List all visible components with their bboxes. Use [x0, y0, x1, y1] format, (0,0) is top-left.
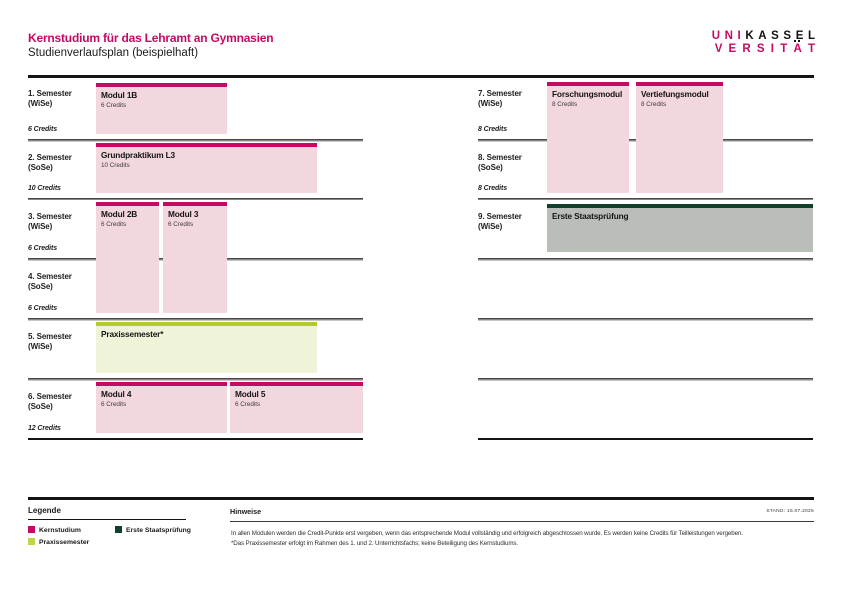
- semester-label-1: 1. Semester (WiSe): [28, 89, 72, 108]
- semester-label-4: 4. Semester (SoSe): [28, 272, 72, 291]
- module-credits: 6 Credits: [235, 400, 261, 408]
- module-color-bar: [547, 204, 813, 208]
- semester-credits-4: 6 Credits: [28, 305, 58, 312]
- semester-credits-1: 6 Credits: [28, 126, 58, 133]
- note-line-2: *Das Praxissemester erfolgt im Rahmen de…: [231, 540, 518, 547]
- module-modul-3: Modul 3 6 Credits: [163, 202, 227, 313]
- module-title: Erste Staatsprüfung: [552, 211, 629, 221]
- module-credits: 6 Credits: [101, 101, 127, 109]
- module-color-bar: [96, 83, 227, 87]
- module-color-bar: [96, 322, 317, 326]
- row-divider: [28, 139, 363, 142]
- logo-line-1: UNIKASSEL: [712, 30, 820, 43]
- row-divider: [28, 378, 363, 381]
- staatspruefung-swatch: [115, 526, 122, 533]
- module-title: Modul 5: [235, 389, 266, 399]
- module-title: Modul 3: [168, 209, 199, 219]
- semester-label-6: 6. Semester (SoSe): [28, 392, 72, 411]
- semester-label-8: 8. Semester (SoSe): [478, 153, 522, 172]
- module-title: Praxissemester*: [101, 329, 164, 339]
- module-color-bar: [96, 382, 227, 386]
- legend-title: Legende: [28, 506, 61, 515]
- semester-credits-8: 8 Credits: [478, 184, 508, 192]
- grid-top-rule: [28, 75, 814, 78]
- module-modul-5: Modul 5 6 Credits: [230, 382, 363, 433]
- page-subtitle: Studienverlaufsplan (beispielhaft): [28, 47, 199, 59]
- semester-credits-6: 12 Credits: [28, 425, 61, 432]
- module-credits: 6 Credits: [168, 220, 194, 228]
- module-title: Modul 2B: [101, 209, 138, 219]
- notes-underline: [230, 520, 814, 522]
- module-credits: 6 Credits: [101, 400, 127, 408]
- row-divider: [28, 318, 363, 321]
- module-color-bar: [163, 202, 227, 206]
- grid-bottom-rule-left: [28, 438, 363, 441]
- semester-label-9: 9. Semester (WiSe): [478, 212, 522, 231]
- module-modul-1b: Modul 1B 6 Credits: [96, 83, 227, 134]
- logo-line-2: VERSIT AT: [712, 40, 821, 56]
- logo-kassel: KASSEL: [745, 30, 820, 42]
- legend-item-staatspruefung: Erste Staatsprüfung: [115, 526, 191, 534]
- semester-label-3: 3. Semester (WiSe): [28, 212, 72, 231]
- module-title: Forschungsmodul: [552, 89, 623, 99]
- module-title: Vertiefungsmodul: [641, 89, 709, 99]
- module-color-bar: [96, 143, 317, 147]
- grid-bottom-rule-right: [478, 438, 813, 441]
- uni-kassel-logo: UNIKASSEL VERSIT AT: [712, 30, 815, 56]
- notes-title: Hinweise: [230, 507, 262, 516]
- module-forschungsmodul: Forschungsmodul 8 Credits: [547, 82, 629, 193]
- module-credits: 10 Credits: [101, 161, 130, 169]
- module-color-bar: [636, 82, 723, 86]
- module-title: Modul 1B: [101, 90, 138, 100]
- semester-label-7: 7. Semester (WiSe): [478, 89, 522, 108]
- legend-item-praxissemester: Praxissemester: [28, 538, 89, 546]
- semester-credits-3: 6 Credits: [28, 245, 58, 252]
- revision-date: STAND: 15.07.2025: [766, 509, 814, 514]
- module-credits: 6 Credits: [101, 220, 127, 228]
- note-line-1: In allen Modulen werden die Credit-Punkt…: [231, 529, 743, 537]
- row-divider: [478, 318, 813, 321]
- module-praxissemester: Praxissemester*: [96, 322, 317, 373]
- row-divider: [478, 197, 813, 201]
- kernstudium-swatch: [28, 526, 35, 533]
- semester-label-2: 2. Semester (SoSe): [28, 153, 72, 172]
- praxissemester-swatch: [28, 538, 35, 545]
- page-title: Kernstudium für das Lehramt an Gymnasien: [28, 31, 274, 45]
- module-erste-staatspruefung: Erste Staatsprüfung: [547, 204, 813, 252]
- module-grundpraktikum-l3: Grundpraktikum L3 10 Credits: [96, 143, 317, 193]
- module-vertiefungsmodul: Vertiefungsmodul 8 Credits: [636, 82, 723, 193]
- module-credits: 8 Credits: [641, 100, 667, 108]
- module-color-bar: [96, 202, 159, 206]
- module-color-bar: [230, 382, 363, 386]
- module-credits: 8 Credits: [552, 100, 578, 108]
- semester-credits-2: 10 Credits: [28, 184, 61, 192]
- semester-label-5: 5. Semester (WiSe): [28, 332, 72, 351]
- legend-item-kernstudium: Kernstudium: [28, 526, 81, 534]
- row-divider: [478, 378, 813, 381]
- module-modul-2b: Modul 2B 6 Credits: [96, 202, 159, 313]
- logo-uni: UNI: [711, 30, 746, 42]
- module-title: Modul 4: [101, 389, 132, 399]
- module-modul-4: Modul 4 6 Credits: [96, 382, 227, 433]
- legend-underline: [28, 518, 186, 521]
- module-title: Grundpraktikum L3: [101, 150, 175, 160]
- row-divider: [478, 258, 813, 261]
- footer-top-rule: [28, 497, 814, 500]
- module-color-bar: [547, 82, 629, 86]
- semester-credits-7: 8 Credits: [478, 126, 508, 133]
- row-divider: [28, 197, 363, 201]
- logo-umlaut-a: A: [793, 40, 808, 56]
